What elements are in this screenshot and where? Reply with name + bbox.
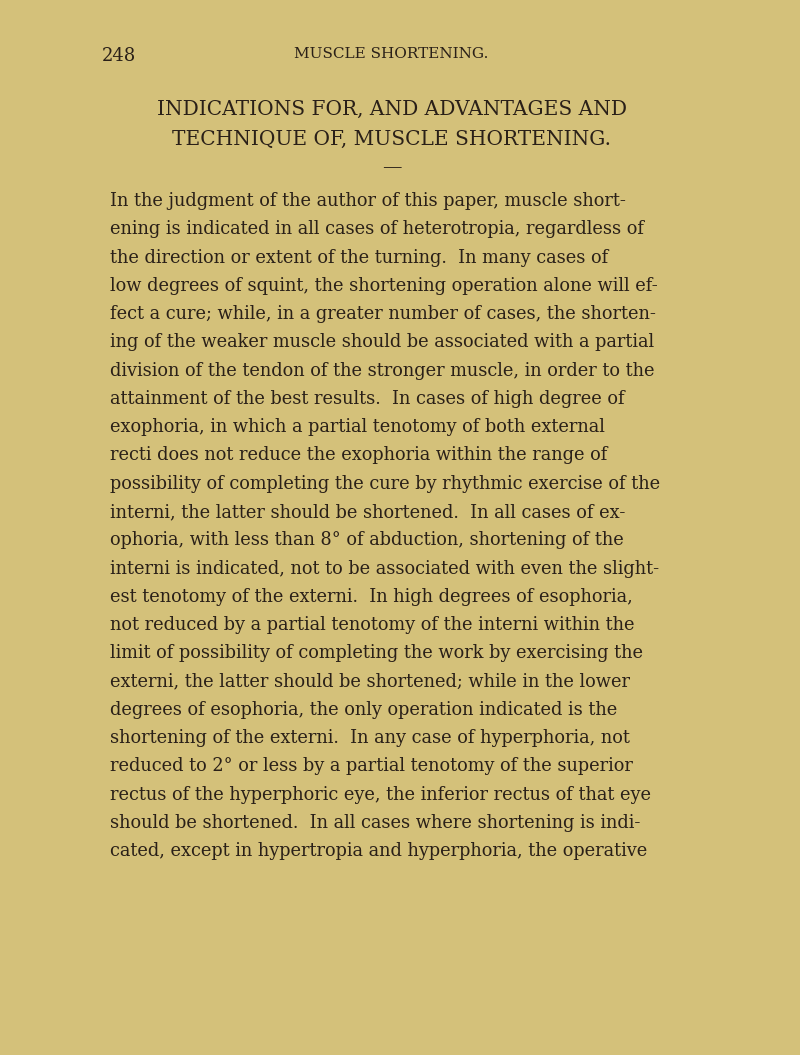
Text: degrees of esophoria, the only operation indicated is the: degrees of esophoria, the only operation…	[110, 701, 617, 718]
Text: 248: 248	[102, 47, 136, 65]
Text: interni is indicated, not to be associated with even the slight-: interni is indicated, not to be associat…	[110, 559, 658, 577]
Text: rectus of the hyperphoric eye, the inferior rectus of that eye: rectus of the hyperphoric eye, the infer…	[110, 786, 650, 804]
Text: possibility of completing the cure by rhythmic exercise of the: possibility of completing the cure by rh…	[110, 475, 660, 493]
Text: cated, except in hypertropia and hyperphoria, the operative: cated, except in hypertropia and hyperph…	[110, 842, 647, 860]
Text: ing of the weaker muscle should be associated with a partial: ing of the weaker muscle should be assoc…	[110, 333, 654, 351]
Text: low degrees of squint, the shortening operation alone will ef-: low degrees of squint, the shortening op…	[110, 276, 658, 294]
Text: recti does not reduce the exophoria within the range of: recti does not reduce the exophoria with…	[110, 446, 607, 464]
Text: attainment of the best results.  In cases of high degree of: attainment of the best results. In cases…	[110, 390, 624, 408]
Text: MUSCLE SHORTENING.: MUSCLE SHORTENING.	[294, 47, 489, 61]
Text: should be shortened.  In all cases where shortening is indi-: should be shortened. In all cases where …	[110, 814, 640, 832]
Text: interni, the latter should be shortened.  In all cases of ex-: interni, the latter should be shortened.…	[110, 503, 625, 521]
Text: —: —	[382, 158, 402, 176]
Text: exophoria, in which a partial tenotomy of both external: exophoria, in which a partial tenotomy o…	[110, 418, 605, 436]
Text: ophoria, with less than 8° of abduction, shortening of the: ophoria, with less than 8° of abduction,…	[110, 532, 623, 550]
Text: externi, the latter should be shortened; while in the lower: externi, the latter should be shortened;…	[110, 673, 630, 691]
Text: shortening of the externi.  In any case of hyperphoria, not: shortening of the externi. In any case o…	[110, 729, 630, 747]
Text: est tenotomy of the externi.  In high degrees of esophoria,: est tenotomy of the externi. In high deg…	[110, 588, 632, 606]
Text: In the judgment of the author of this paper, muscle short-: In the judgment of the author of this pa…	[110, 192, 626, 210]
Text: ening is indicated in all cases of heterotropia, regardless of: ening is indicated in all cases of heter…	[110, 220, 644, 238]
Text: fect a cure; while, in a greater number of cases, the shorten-: fect a cure; while, in a greater number …	[110, 305, 655, 323]
Text: division of the tendon of the stronger muscle, in order to the: division of the tendon of the stronger m…	[110, 362, 654, 380]
Text: limit of possibility of completing the work by exercising the: limit of possibility of completing the w…	[110, 645, 642, 663]
Text: TECHNIQUE OF, MUSCLE SHORTENING.: TECHNIQUE OF, MUSCLE SHORTENING.	[172, 130, 611, 149]
Text: the direction or extent of the turning.  In many cases of: the direction or extent of the turning. …	[110, 249, 608, 267]
Text: INDICATIONS FOR, AND ADVANTAGES AND: INDICATIONS FOR, AND ADVANTAGES AND	[157, 100, 626, 119]
Text: reduced to 2° or less by a partial tenotomy of the superior: reduced to 2° or less by a partial tenot…	[110, 757, 633, 775]
Text: not reduced by a partial tenotomy of the interni within the: not reduced by a partial tenotomy of the…	[110, 616, 634, 634]
